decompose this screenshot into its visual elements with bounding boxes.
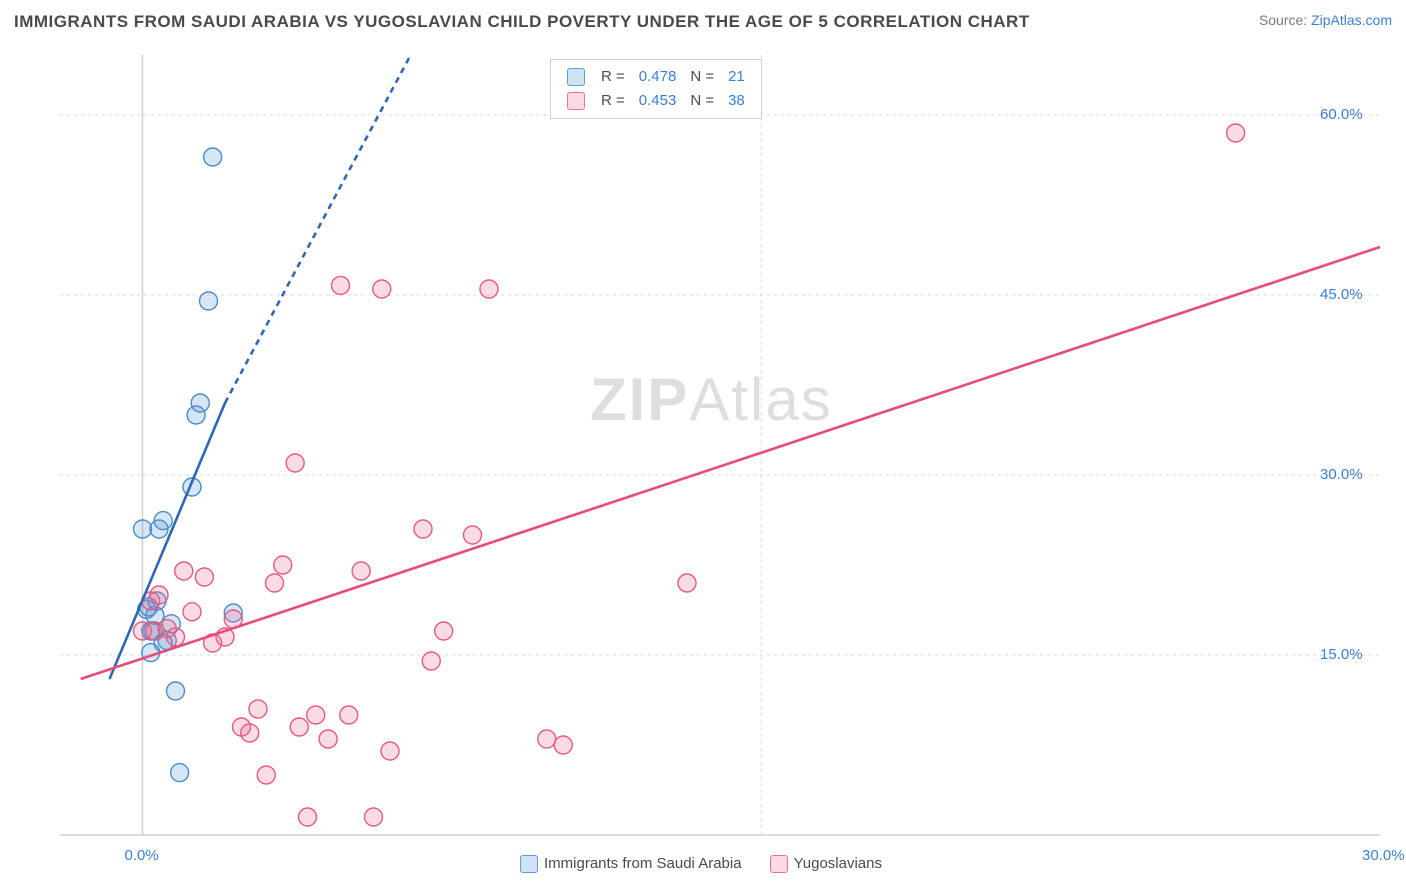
y-tick-label: 60.0% (1320, 106, 1363, 123)
scatter-plot-svg (50, 45, 1390, 845)
legend-n-value: 38 (722, 90, 751, 112)
chart-title: IMMIGRANTS FROM SAUDI ARABIA VS YUGOSLAV… (14, 12, 1030, 32)
source-link[interactable]: ZipAtlas.com (1311, 12, 1392, 28)
source-attribution: Source: ZipAtlas.com (1259, 12, 1392, 28)
legend-correlation-row: R =0.478N =21 (561, 66, 751, 88)
x-tick-label: 0.0% (125, 847, 159, 864)
legend-series-item: Yugoslavians (770, 855, 882, 872)
legend-swatch (567, 92, 585, 110)
legend-swatch (770, 855, 788, 873)
legend-series-label: Immigrants from Saudi Arabia (544, 855, 742, 872)
legend-r-label: R = (595, 90, 631, 112)
legend-n-value: 21 (722, 66, 751, 88)
legend-series: Immigrants from Saudi Arabia Yugoslavians (520, 855, 910, 873)
legend-r-label: R = (595, 66, 631, 88)
y-tick-label: 30.0% (1320, 466, 1363, 483)
y-tick-label: 45.0% (1320, 286, 1363, 303)
plot-area: ZIPAtlas R =0.478N =21R =0.453N =38 Immi… (50, 45, 1390, 845)
source-prefix: Source: (1259, 12, 1311, 28)
legend-correlation: R =0.478N =21R =0.453N =38 (550, 59, 762, 119)
legend-r-value: 0.453 (633, 90, 683, 112)
legend-r-value: 0.478 (633, 66, 683, 88)
legend-series-label: Yugoslavians (794, 855, 882, 872)
legend-n-label: N = (684, 66, 720, 88)
x-tick-label: 30.0% (1362, 847, 1405, 864)
legend-swatch (567, 68, 585, 86)
legend-swatch (520, 855, 538, 873)
legend-series-item: Immigrants from Saudi Arabia (520, 855, 742, 872)
y-tick-label: 15.0% (1320, 646, 1363, 663)
legend-n-label: N = (684, 90, 720, 112)
legend-correlation-row: R =0.453N =38 (561, 90, 751, 112)
